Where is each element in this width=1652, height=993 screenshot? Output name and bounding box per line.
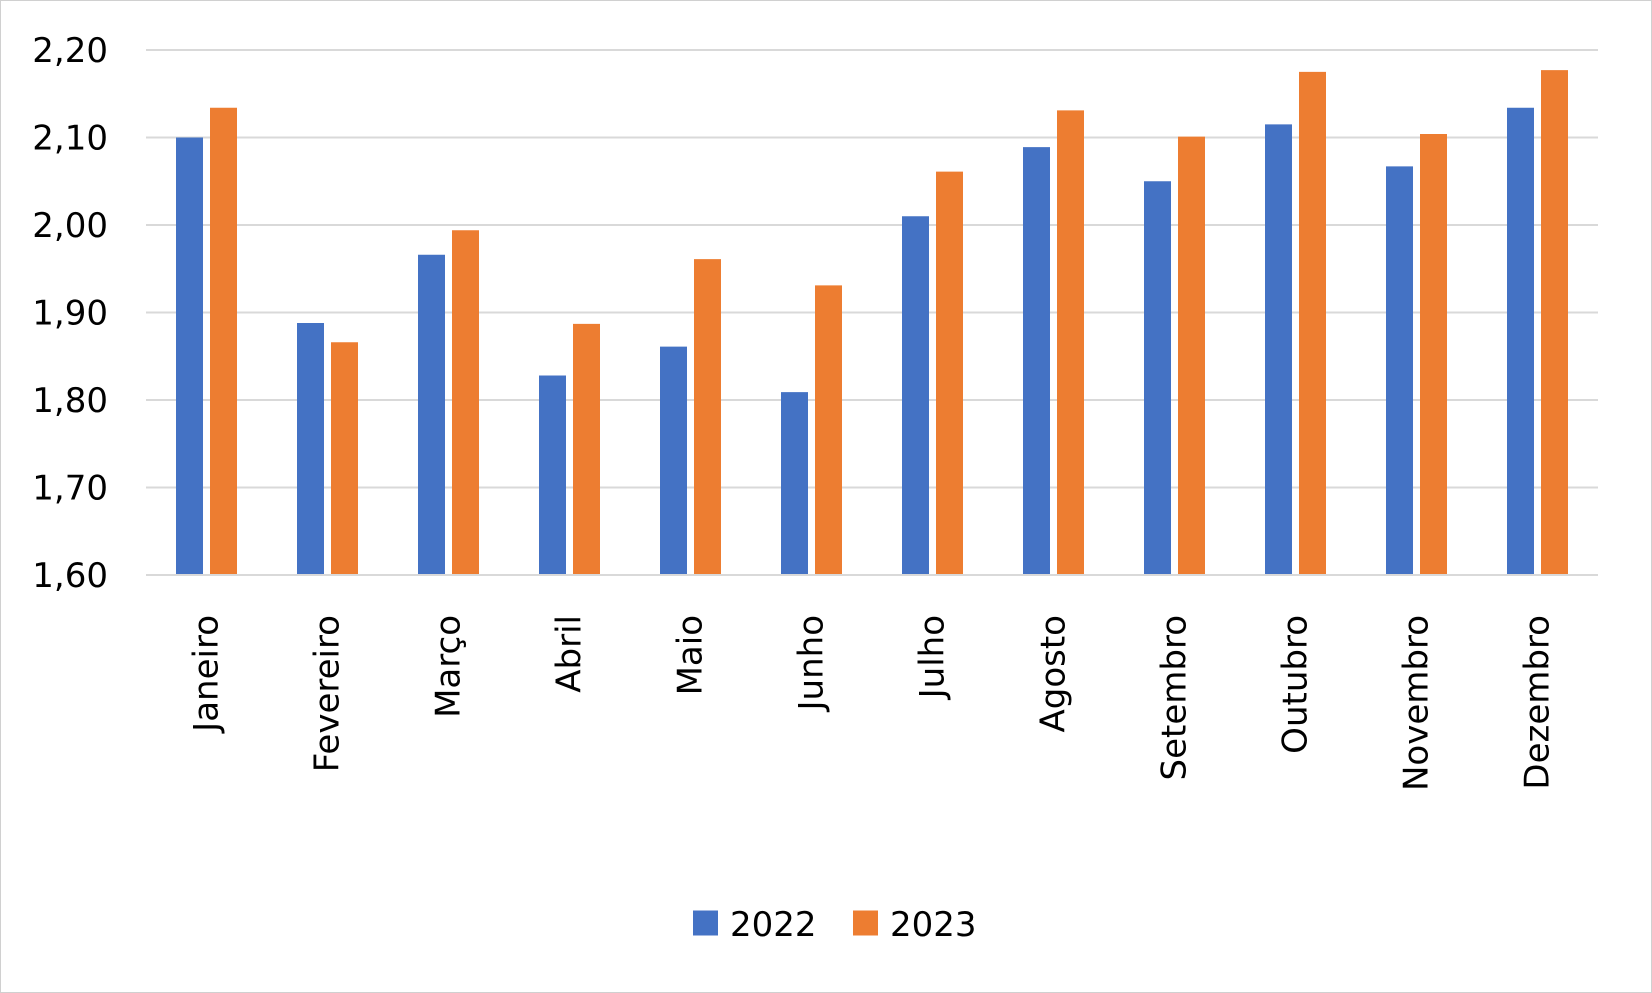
bar-2023-outubro bbox=[1299, 71, 1326, 575]
bar-2023-julho bbox=[936, 171, 963, 575]
x-category-label: Janeiro bbox=[187, 615, 227, 734]
legend: 2022 2023 bbox=[693, 905, 977, 945]
x-category-label: Novembro bbox=[1397, 615, 1437, 791]
x-category-label: Julho bbox=[913, 615, 953, 700]
bar-2022-agosto bbox=[1023, 147, 1050, 575]
bar-2022-março bbox=[418, 254, 445, 575]
legend-swatch-2023 bbox=[853, 910, 878, 936]
bar-2022-fevereiro bbox=[297, 323, 324, 575]
bar-2023-setembro bbox=[1178, 136, 1205, 575]
bar-2022-julho bbox=[902, 216, 929, 575]
bar-2022-dezembro bbox=[1507, 107, 1534, 575]
y-tick-label: 2,10 bbox=[32, 119, 108, 159]
legend-label-2022: 2022 bbox=[730, 905, 817, 945]
bar-2023-março bbox=[452, 230, 479, 575]
legend-label-2023: 2023 bbox=[890, 905, 977, 945]
bar-2023-janeiro bbox=[210, 107, 237, 575]
y-tick-label: 1,90 bbox=[32, 294, 108, 334]
bar-2022-novembro bbox=[1386, 166, 1413, 575]
legend-swatch-2022 bbox=[693, 910, 718, 936]
y-tick-label: 1,60 bbox=[32, 556, 108, 596]
x-category-label: Outubro bbox=[1276, 615, 1316, 754]
bar-2023-fevereiro bbox=[331, 342, 358, 575]
bar-2022-setembro bbox=[1144, 181, 1171, 575]
bar-2022-junho bbox=[781, 392, 808, 575]
y-tick-label: 2,00 bbox=[32, 206, 108, 246]
x-category-label: Dezembro bbox=[1518, 615, 1558, 790]
x-category-label: Agosto bbox=[1034, 615, 1074, 733]
bar-2023-abril bbox=[573, 323, 600, 575]
bar-2023-novembro bbox=[1420, 134, 1447, 575]
y-tick-label: 2,20 bbox=[32, 31, 108, 71]
gridlines bbox=[146, 49, 1598, 489]
x-category-label: Junho bbox=[792, 615, 832, 712]
x-axis-category-labels: Janeiro Fevereiro Março Abril Maio Junho Julho… bbox=[187, 615, 1558, 791]
x-category-label: Abril bbox=[550, 615, 590, 693]
x-category-label: Fevereiro bbox=[308, 615, 348, 772]
y-tick-label: 1,70 bbox=[32, 469, 108, 509]
bar-2023-agosto bbox=[1057, 110, 1084, 575]
bar-2023-junho bbox=[815, 285, 842, 575]
bar-2022-janeiro bbox=[176, 137, 203, 575]
bar-2022-abril bbox=[539, 375, 566, 575]
bars bbox=[176, 70, 1568, 575]
bar-2023-dezembro bbox=[1541, 70, 1568, 575]
y-axis-tick-labels: 1,60 1,70 1,80 1,90 2,00 2,10 2,20 bbox=[32, 31, 108, 596]
y-tick-label: 1,80 bbox=[32, 381, 108, 421]
bar-2022-maio bbox=[660, 346, 687, 575]
x-category-label: Setembro bbox=[1155, 615, 1195, 780]
x-category-label: Março bbox=[429, 615, 469, 718]
bar-2023-maio bbox=[694, 259, 721, 575]
x-category-label: Maio bbox=[671, 615, 711, 695]
bar-2022-outubro bbox=[1265, 124, 1292, 575]
